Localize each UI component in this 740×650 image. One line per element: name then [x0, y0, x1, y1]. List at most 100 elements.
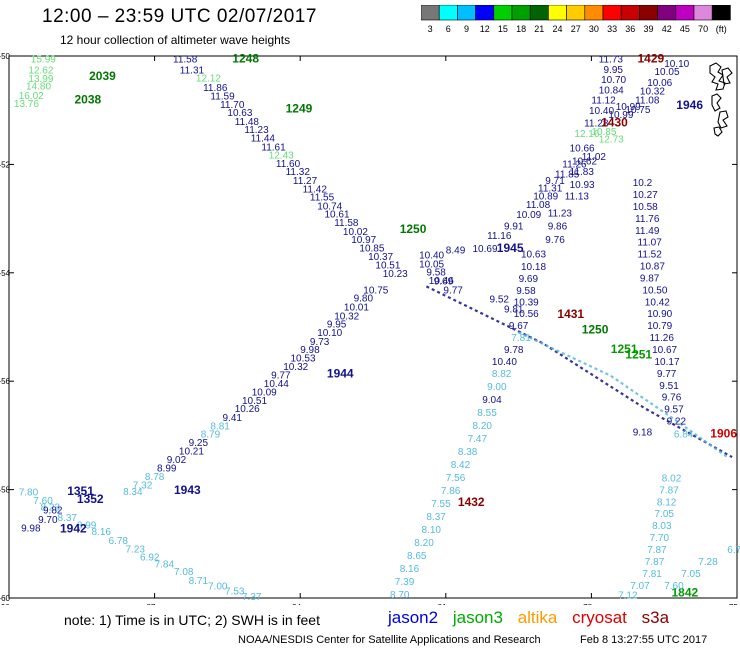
colorbar-label: 6 [446, 24, 451, 34]
wave-height-value: 10.26 [235, 404, 260, 415]
wave-height-value: 11.02 [582, 152, 607, 163]
wave-height-value: 10.40 [589, 106, 614, 117]
wave-height-value: 7.80 [19, 488, 39, 499]
wave-height-value: 11.26 [650, 333, 675, 344]
colorbar-label: 12 [480, 24, 490, 34]
wave-height-value: 9.18 [633, 427, 653, 438]
wave-height-value: 10.58 [633, 202, 658, 213]
wave-height-value: 7.28 [698, 557, 718, 568]
wave-height-value: 8.99 [157, 464, 177, 475]
wave-height-value: 12.73 [599, 135, 624, 146]
wave-height-value: 7.56 [446, 473, 466, 484]
wave-height-value: 10.44 [264, 379, 289, 390]
y-tick-label: -52 [0, 160, 11, 169]
wave-height-value: 6.7 [727, 545, 740, 556]
wave-height-value: 8.37 [426, 512, 446, 523]
coastline-islands [709, 62, 733, 137]
wave-height-value: 10.50 [642, 285, 667, 296]
wave-height-value: 9.80 [354, 294, 374, 305]
wave-height-value: 8.38 [458, 447, 478, 458]
wave-height-value: 10.40 [492, 357, 517, 368]
wave-height-value: 10.56 [514, 309, 539, 320]
pass-time-label: 1250 [400, 222, 427, 236]
colorbar-label: 33 [607, 24, 617, 34]
wave-height-value: 9.95 [327, 320, 347, 331]
wave-height-value: 8.12 [657, 497, 677, 508]
y-tick-label: -50 [0, 52, 11, 61]
pass-time-label: 1906 [710, 427, 737, 441]
wave-height-value: 9.73 [310, 337, 330, 348]
wave-height-value: 9.78 [504, 345, 524, 356]
wave-height-value: 8.16 [92, 527, 112, 538]
wave-height-value: 7.47 [468, 434, 488, 445]
wave-height-value: 9.86 [548, 221, 568, 232]
wave-height-value: 10.17 [655, 357, 680, 368]
colorbar-label: (ft) [716, 24, 727, 34]
wave-height-value: 9.00 [487, 382, 507, 393]
wave-height-value: 10.53 [291, 354, 316, 365]
wave-height-value: 8.34 [123, 487, 143, 498]
wave-height-value: 10.46 [429, 276, 454, 287]
wave-height-value: 7.81 [511, 333, 531, 344]
wave-height-value: 10.51 [375, 261, 400, 272]
colorbar-label: 9 [464, 24, 469, 34]
wave-height-value: 8.42 [451, 460, 471, 471]
wave-height-value: 10.09 [516, 210, 541, 221]
wave-height-value: 11.13 [565, 192, 590, 203]
wave-height-value: 10.75 [363, 285, 388, 296]
wave-height-value: 10.23 [383, 269, 408, 280]
pass-time-label: 2039 [89, 69, 116, 83]
wave-height-value: 10.99 [608, 110, 633, 121]
legend-s3a: s3a [641, 608, 670, 627]
wave-height-map: -90 -87 -84 -81 -78 -75 -50 -52 -54 -56 -58 -60 15.9… [0, 52, 740, 606]
wave-height-value: 7.87 [659, 485, 679, 496]
wave-height-value: 14.80 [26, 82, 51, 93]
coastline-path [721, 67, 733, 85]
wave-height-value: 9.25 [189, 438, 209, 449]
wave-height-value: 10.42 [645, 297, 670, 308]
x-tick-label: -81 [435, 603, 447, 605]
wave-height-value: 8.02 [662, 474, 682, 485]
wave-height-value: 10.74 [317, 201, 342, 212]
wave-height-value: 11.85 [555, 169, 580, 180]
pass-time-label: 1946 [676, 98, 703, 112]
wave-height-value: 9.41 [223, 413, 243, 424]
wave-height-value: 7.84 [155, 560, 175, 571]
wave-height-value: 11.86 [203, 83, 228, 94]
wave-height-value: 10.75 [625, 105, 650, 116]
wave-height-value: 11.52 [638, 250, 663, 261]
wave-height-value: 8.37 [58, 513, 78, 524]
wave-height-value: 9.51 [659, 381, 679, 392]
wave-height-value: 9.87 [640, 274, 660, 285]
wave-height-value: 9.69 [519, 274, 539, 285]
wave-height-value: 11.58 [173, 55, 198, 66]
wave-height-value: 16.02 [19, 91, 44, 102]
coastline-path [709, 62, 726, 91]
pass-time-label: 1432 [458, 495, 485, 509]
wave-height-value: 7.00 [208, 581, 228, 592]
wave-height-value: 10.85 [591, 127, 616, 138]
wave-height-value: 11.83 [570, 167, 595, 178]
wave-height-value: 13.76 [14, 99, 39, 110]
wave-height-value: 9.58 [426, 268, 446, 279]
map-title: 12:00 – 23:59 UTC 02/07/2017 [42, 6, 317, 27]
pass-time-label: 1351 [67, 484, 94, 498]
wave-height-value: 9.95 [604, 65, 624, 76]
wave-height-value: 7.86 [441, 486, 461, 497]
wave-height-value: 10.18 [521, 262, 546, 273]
pass-time-label: 1251 [625, 347, 652, 361]
wave-height-value: 12.62 [28, 65, 53, 76]
wave-height-value: 10.06 [647, 78, 672, 89]
wave-height-value: 11.23 [244, 125, 269, 136]
wave-height-value: 10.32 [283, 362, 308, 373]
wave-height-value: 10.32 [334, 311, 359, 322]
wave-height-value: 10.32 [640, 87, 665, 98]
x-tick-label: -78 [581, 603, 593, 605]
wave-height-value: 9.70 [38, 515, 58, 526]
pass-time-label: 1431 [557, 307, 584, 321]
pass-time-label: 1250 [582, 323, 609, 337]
wave-height-value: 8.81 [210, 421, 230, 432]
legend-note: note: 1) Time is in UTC; 2) SWH is in fe… [64, 612, 320, 628]
pass-time-label: 1842 [672, 585, 699, 599]
map-subtitle: 12 hour collection of altimeter wave hei… [60, 33, 291, 47]
